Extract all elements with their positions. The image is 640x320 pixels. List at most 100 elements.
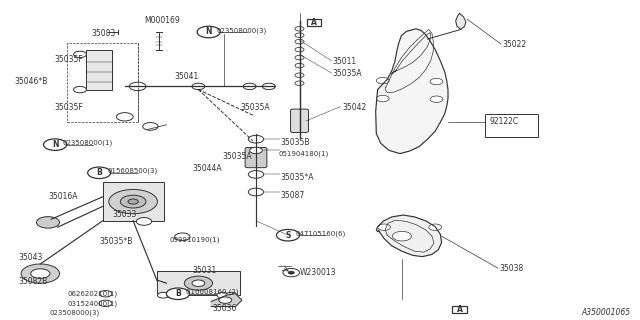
Circle shape [295,27,304,31]
Circle shape [109,189,157,214]
Text: 047105160(6): 047105160(6) [296,230,346,237]
Text: A: A [456,305,463,314]
Text: 35016A: 35016A [48,192,77,201]
Circle shape [74,51,86,58]
Circle shape [295,33,304,37]
Text: B: B [97,168,102,177]
Text: 35035B: 35035B [280,138,310,147]
Circle shape [250,147,262,154]
Text: 031524000(1): 031524000(1) [67,300,117,307]
Circle shape [129,82,146,91]
Text: 35087: 35087 [280,191,305,200]
Circle shape [429,224,442,230]
Circle shape [243,83,256,90]
Circle shape [295,73,304,77]
Polygon shape [376,29,448,154]
Circle shape [166,288,189,300]
Circle shape [219,297,232,303]
Circle shape [120,195,146,208]
Text: 35043: 35043 [18,253,42,262]
Circle shape [378,224,390,230]
Text: A: A [310,18,317,27]
Circle shape [283,268,300,277]
Circle shape [175,233,190,241]
Text: N: N [52,140,58,149]
Circle shape [136,218,152,225]
Bar [157,271,240,295]
Circle shape [248,135,264,143]
Text: 015608500(3): 015608500(3) [108,168,158,174]
Text: 35083: 35083 [92,29,116,38]
Polygon shape [376,215,442,257]
Text: 35035A: 35035A [333,69,362,78]
Text: 35022: 35022 [502,40,527,49]
Text: S: S [285,231,291,240]
Bar [307,19,321,26]
Text: 35035F: 35035F [54,103,83,112]
Circle shape [36,217,60,228]
Circle shape [143,123,158,130]
Circle shape [226,292,237,298]
Text: 35082B: 35082B [18,277,47,286]
Circle shape [430,78,443,85]
Text: B: B [175,289,180,298]
Bar [102,182,164,221]
Text: 35035*A: 35035*A [280,173,314,182]
Circle shape [217,292,228,298]
Bar [86,50,112,90]
Bar [452,306,467,313]
Circle shape [74,86,86,93]
Text: 35038: 35038 [499,264,524,273]
Text: 35031: 35031 [192,266,216,275]
Circle shape [197,26,220,38]
Circle shape [167,292,179,298]
Circle shape [288,271,294,274]
Circle shape [430,96,443,102]
Circle shape [116,113,133,121]
Text: 35035A: 35035A [223,152,252,161]
Circle shape [376,95,389,102]
Circle shape [128,199,138,204]
Circle shape [295,47,304,52]
Circle shape [21,264,60,283]
Circle shape [99,291,112,297]
Text: M000169: M000169 [144,16,180,25]
Polygon shape [211,294,242,307]
Circle shape [44,139,67,150]
Text: 35046*B: 35046*B [14,77,47,86]
Text: N: N [205,28,212,36]
Circle shape [392,231,412,241]
Circle shape [192,280,205,286]
Circle shape [295,39,304,44]
Text: 35035A: 35035A [240,103,269,112]
Text: 35042: 35042 [342,103,367,112]
Text: 099910190(1): 099910190(1) [170,237,220,243]
Circle shape [88,167,111,179]
Circle shape [295,63,304,68]
Text: 35036: 35036 [212,304,237,313]
Circle shape [157,292,169,298]
Text: 92122C: 92122C [490,117,519,126]
Text: 35033: 35033 [112,210,136,219]
Text: 051904180(1): 051904180(1) [278,151,329,157]
Text: W230013: W230013 [300,268,336,277]
Text: 35011: 35011 [333,57,357,66]
Text: 023508000(1): 023508000(1) [63,139,113,146]
Text: 35041: 35041 [174,72,198,81]
Circle shape [295,81,304,85]
Text: 35044A: 35044A [192,164,221,173]
Text: 062620210(1): 062620210(1) [67,291,117,297]
FancyBboxPatch shape [245,148,267,168]
FancyBboxPatch shape [291,109,308,132]
Circle shape [376,77,389,84]
Text: 023508000(3): 023508000(3) [216,27,267,34]
Circle shape [99,300,112,307]
Text: 023508000(3): 023508000(3) [50,310,100,316]
Bar [485,114,538,137]
Polygon shape [456,13,466,29]
Text: 35035*B: 35035*B [99,237,132,246]
Text: 010008160 (2): 010008160 (2) [186,289,238,295]
Text: 35035F: 35035F [54,55,83,64]
Circle shape [184,276,212,290]
Text: A350001065: A350001065 [581,308,630,317]
